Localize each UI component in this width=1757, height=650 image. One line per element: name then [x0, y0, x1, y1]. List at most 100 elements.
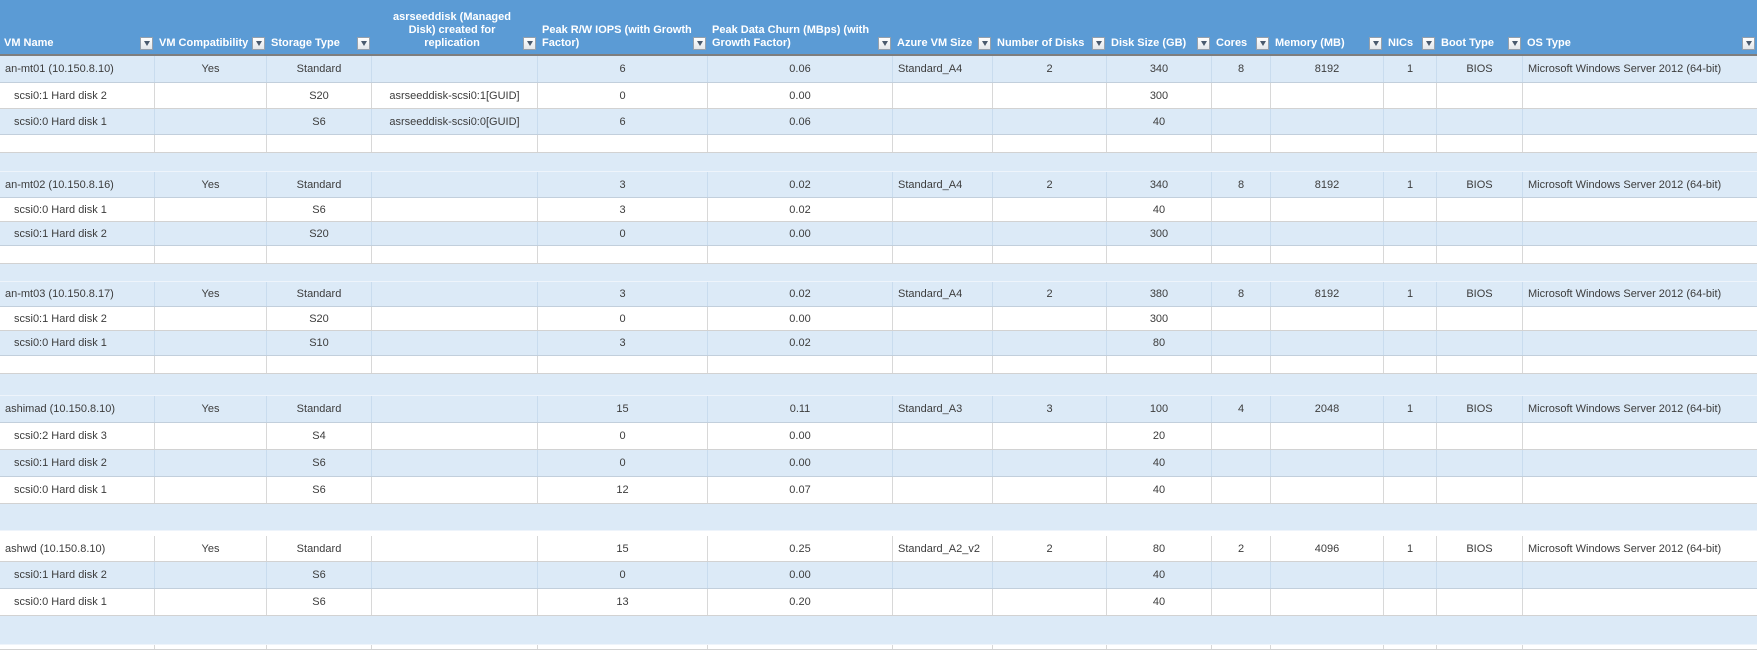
cell-nics[interactable]: [1384, 307, 1437, 330]
cell-number-of-disks[interactable]: [993, 109, 1107, 134]
cell-peak-rw-iops[interactable]: 3: [538, 172, 708, 197]
cell-azure-vm-size[interactable]: Standard_A4: [893, 56, 993, 82]
cell-disk-size-gb[interactable]: 100: [1107, 396, 1212, 422]
cell-cores[interactable]: [1212, 589, 1271, 615]
cell-boot-type[interactable]: BIOS: [1437, 282, 1523, 306]
cell-boot-type[interactable]: [1437, 562, 1523, 588]
cell-nics[interactable]: [1384, 562, 1437, 588]
cell-os-type[interactable]: Microsoft Windows Server 2012 (64-bit): [1528, 63, 1722, 75]
cell-peak-rw-iops[interactable]: 15: [538, 536, 708, 561]
cell-peak-rw-iops[interactable]: [538, 645, 708, 649]
cell-peak-data-churn[interactable]: 0.06: [708, 109, 893, 134]
cell-boot-type[interactable]: [1437, 222, 1523, 245]
cell-azure-vm-size[interactable]: [893, 356, 993, 373]
cell-number-of-disks[interactable]: [993, 645, 1107, 649]
cell-peak-rw-iops[interactable]: 3: [538, 331, 708, 355]
cell-memory-mb[interactable]: [1271, 423, 1384, 449]
cell-disk-size-gb[interactable]: [1107, 356, 1212, 373]
filter-dropdown-button[interactable]: [878, 37, 891, 50]
cell-number-of-disks[interactable]: [993, 135, 1107, 152]
column-header-cores[interactable]: Cores: [1212, 0, 1271, 54]
filter-dropdown-button[interactable]: [1197, 37, 1210, 50]
filter-dropdown-button[interactable]: [140, 37, 153, 50]
cell-peak-data-churn[interactable]: 0.00: [708, 423, 893, 449]
cell-disk-size-gb[interactable]: 80: [1107, 536, 1212, 561]
cell-boot-type[interactable]: BIOS: [1437, 56, 1523, 82]
cell-storage-type[interactable]: S6: [267, 109, 372, 134]
cell-peak-data-churn[interactable]: [708, 135, 893, 152]
cell-number-of-disks[interactable]: [993, 83, 1107, 108]
cell-boot-type[interactable]: [1437, 135, 1523, 152]
cell-memory-mb[interactable]: [1271, 222, 1384, 245]
column-header-os-type[interactable]: OS Type: [1523, 0, 1757, 54]
cell-azure-vm-size[interactable]: Standard_A3: [893, 396, 993, 422]
column-header-vm-name[interactable]: VM Name: [0, 0, 155, 54]
cell-vm-name[interactable]: [0, 246, 155, 263]
cell-disk-size-gb[interactable]: 40: [1107, 477, 1212, 503]
cell-storage-type[interactable]: [267, 356, 372, 373]
cell-number-of-disks[interactable]: [993, 450, 1107, 476]
cell-storage-type[interactable]: Standard: [267, 536, 372, 561]
cell-cores[interactable]: [1212, 83, 1271, 108]
cell-os-type[interactable]: Microsoft Windows Server 2012 (64-bit): [1528, 178, 1722, 191]
cell-memory-mb[interactable]: [1271, 307, 1384, 330]
column-header-peak-rw-iops[interactable]: Peak R/W IOPS (with Growth Factor): [538, 0, 708, 54]
cell-peak-rw-iops[interactable]: 0: [538, 307, 708, 330]
cell-number-of-disks[interactable]: [993, 222, 1107, 245]
cell-peak-data-churn[interactable]: 0.02: [708, 331, 893, 355]
cell-number-of-disks[interactable]: [993, 331, 1107, 355]
cell-peak-data-churn[interactable]: 0.25: [708, 536, 893, 561]
cell-number-of-disks[interactable]: [993, 246, 1107, 263]
cell-memory-mb[interactable]: [1271, 562, 1384, 588]
cell-azure-vm-size[interactable]: [893, 83, 993, 108]
cell-storage-type[interactable]: S4: [267, 423, 372, 449]
cell-peak-rw-iops[interactable]: 15: [538, 396, 708, 422]
cell-nics[interactable]: [1384, 331, 1437, 355]
filter-dropdown-button[interactable]: [1369, 37, 1382, 50]
cell-memory-mb[interactable]: [1271, 83, 1384, 108]
cell-azure-vm-size[interactable]: [893, 198, 993, 221]
cell-storage-type[interactable]: S20: [267, 222, 372, 245]
cell-vm-name[interactable]: [0, 356, 155, 373]
cell-cores[interactable]: [1212, 356, 1271, 373]
cell-peak-rw-iops[interactable]: 0: [538, 450, 708, 476]
cell-boot-type[interactable]: [1437, 307, 1523, 330]
cell-cores[interactable]: 8: [1212, 172, 1271, 197]
cell-boot-type[interactable]: [1437, 450, 1523, 476]
cell-peak-rw-iops[interactable]: 3: [538, 282, 708, 306]
cell-cores[interactable]: [1212, 645, 1271, 649]
cell-peak-rw-iops[interactable]: 0: [538, 83, 708, 108]
cell-os-type[interactable]: [1523, 135, 1757, 152]
cell-number-of-disks[interactable]: [993, 423, 1107, 449]
filter-dropdown-button[interactable]: [978, 37, 991, 50]
cell-peak-data-churn[interactable]: 0.02: [708, 198, 893, 221]
cell-disk-size-gb[interactable]: 40: [1107, 109, 1212, 134]
cell-peak-data-churn[interactable]: 0.20: [708, 589, 893, 615]
cell-asrseeddisk[interactable]: [372, 423, 538, 449]
cell-peak-data-churn[interactable]: [708, 645, 893, 649]
cell-vm-compatibility[interactable]: [155, 198, 267, 221]
column-header-peak-data-churn[interactable]: Peak Data Churn (MBps) (with Growth Fact…: [708, 0, 893, 54]
cell-os-type[interactable]: [1523, 450, 1757, 476]
cell-number-of-disks[interactable]: 2: [993, 172, 1107, 197]
cell-nics[interactable]: [1384, 83, 1437, 108]
cell-disk-size-gb[interactable]: [1107, 246, 1212, 263]
cell-vm-compatibility[interactable]: [155, 356, 267, 373]
cell-vm-compatibility[interactable]: Yes: [155, 536, 267, 561]
cell-disk-size-gb[interactable]: 40: [1107, 562, 1212, 588]
cell-peak-rw-iops[interactable]: 6: [538, 109, 708, 134]
cell-cores[interactable]: [1212, 423, 1271, 449]
cell-asrseeddisk[interactable]: [372, 246, 538, 263]
cell-asrseeddisk[interactable]: [372, 222, 538, 245]
cell-boot-type[interactable]: [1437, 109, 1523, 134]
cell-vm-compatibility[interactable]: [155, 645, 267, 649]
cell-storage-type[interactable]: S20: [267, 83, 372, 108]
cell-vm-name[interactable]: scsi0:1 Hard disk 2: [0, 562, 155, 588]
cell-disk-size-gb[interactable]: [1107, 135, 1212, 152]
cell-vm-name[interactable]: scsi0:1 Hard disk 2: [0, 307, 155, 330]
cell-vm-name[interactable]: ashimad (10.150.8.10): [0, 396, 155, 422]
cell-vm-name[interactable]: an-mt03 (10.150.8.17): [0, 282, 155, 306]
cell-peak-data-churn[interactable]: 0.06: [708, 56, 893, 82]
cell-asrseeddisk[interactable]: [372, 331, 538, 355]
cell-os-type[interactable]: [1523, 246, 1757, 263]
